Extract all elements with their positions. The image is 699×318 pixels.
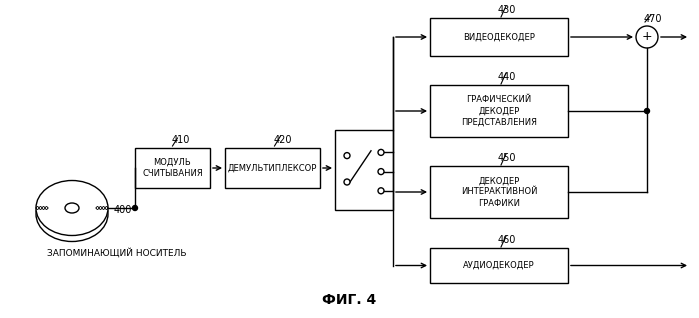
Text: ГРАФИЧЕСКИЙ
ДЕКОДЕР
ПРЕДСТАВЛЕНИЯ: ГРАФИЧЕСКИЙ ДЕКОДЕР ПРЕДСТАВЛЕНИЯ <box>461 95 537 127</box>
Bar <box>225 148 320 188</box>
Bar <box>335 130 393 210</box>
Text: ДЕКОДЕР
ИНТЕРАКТИВНОЙ
ГРАФИКИ: ДЕКОДЕР ИНТЕРАКТИВНОЙ ГРАФИКИ <box>461 176 538 208</box>
Circle shape <box>378 149 384 156</box>
Bar <box>430 248 568 283</box>
Text: 470: 470 <box>644 14 662 24</box>
Circle shape <box>344 153 350 159</box>
Text: 400: 400 <box>114 205 132 215</box>
Bar <box>430 18 568 56</box>
Text: МОДУЛЬ
СЧИТЫВАНИЯ: МОДУЛЬ СЧИТЫВАНИЯ <box>142 158 203 178</box>
Text: 460: 460 <box>498 235 516 245</box>
Circle shape <box>344 179 350 185</box>
Ellipse shape <box>65 203 79 213</box>
Circle shape <box>636 26 658 48</box>
Text: ВИДЕОДЕКОДЕР: ВИДЕОДЕКОДЕР <box>463 32 535 42</box>
Circle shape <box>378 169 384 175</box>
Circle shape <box>644 108 649 114</box>
Text: 440: 440 <box>498 72 516 82</box>
Circle shape <box>378 188 384 194</box>
Ellipse shape <box>36 186 108 241</box>
Text: ДЕМУЛЬТИПЛЕКСОР: ДЕМУЛЬТИПЛЕКСОР <box>228 163 317 172</box>
Text: +: + <box>642 31 652 44</box>
Text: АУДИОДЕКОДЕР: АУДИОДЕКОДЕР <box>463 261 535 270</box>
Text: ФИГ. 4: ФИГ. 4 <box>322 293 376 307</box>
Ellipse shape <box>36 181 108 236</box>
Text: 420: 420 <box>273 135 291 145</box>
Text: 410: 410 <box>171 135 189 145</box>
Text: 450: 450 <box>498 153 517 163</box>
Bar <box>430 166 568 218</box>
Text: ЗАПОМИНАЮЩИЙ НОСИТЕЛЬ: ЗАПОМИНАЮЩИЙ НОСИТЕЛЬ <box>47 248 187 258</box>
Circle shape <box>133 205 138 211</box>
Bar <box>135 148 210 188</box>
Text: 430: 430 <box>498 5 516 15</box>
Bar <box>430 85 568 137</box>
